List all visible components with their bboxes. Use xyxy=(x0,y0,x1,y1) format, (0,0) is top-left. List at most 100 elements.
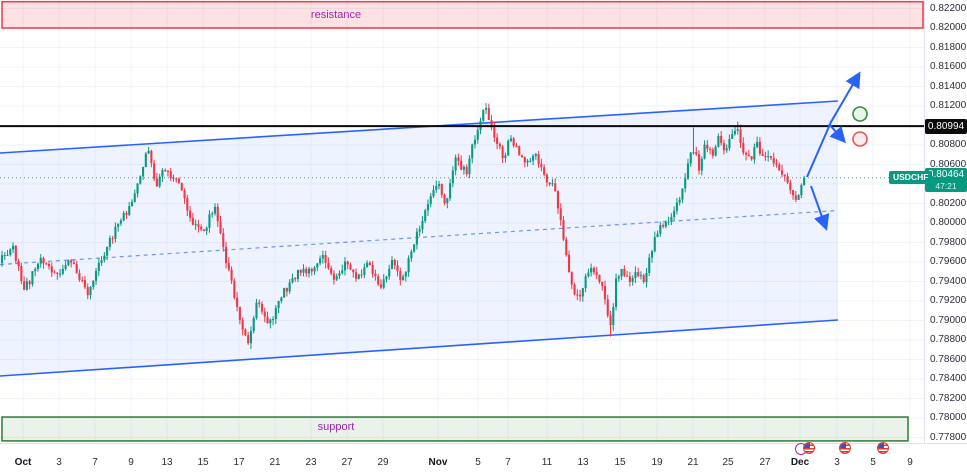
candle-body xyxy=(346,261,349,265)
candle-body xyxy=(642,275,645,283)
candle-body xyxy=(147,150,150,154)
candle-body xyxy=(244,329,247,336)
candle-body xyxy=(429,196,432,205)
candle-body xyxy=(678,199,681,203)
candle-body xyxy=(119,220,122,224)
candle-body xyxy=(581,288,584,297)
candle-body xyxy=(83,280,87,288)
candle-body xyxy=(294,278,297,280)
candle-body xyxy=(675,202,678,211)
candle-body xyxy=(25,281,28,290)
support-zone[interactable] xyxy=(1,416,909,442)
candle-body xyxy=(283,288,286,298)
time-axis-label: 17 xyxy=(233,457,245,468)
candle-body xyxy=(396,265,399,272)
candle-body xyxy=(255,302,258,319)
time-axis-label: 27 xyxy=(759,457,771,468)
candle-body xyxy=(529,160,532,162)
candle-body xyxy=(20,266,23,282)
candle-body xyxy=(191,217,194,225)
candle-body xyxy=(421,221,424,230)
ascending-channel-fill[interactable] xyxy=(0,101,838,376)
candle-body xyxy=(501,146,504,159)
candle-body xyxy=(415,231,418,245)
candle-body xyxy=(313,267,316,272)
candle-body xyxy=(554,183,557,192)
candle-body xyxy=(330,268,333,274)
time-axis-label: Oct xyxy=(14,457,32,468)
candle-body xyxy=(100,260,103,263)
candle-body xyxy=(684,178,687,189)
candle-body xyxy=(332,273,335,280)
candle-body xyxy=(89,286,92,296)
candle-body xyxy=(745,152,748,155)
channel-bottom-line[interactable] xyxy=(0,319,839,377)
candle-body xyxy=(103,255,106,261)
candle-body xyxy=(626,275,629,277)
candle-body xyxy=(609,315,612,326)
time-axis-label: 13 xyxy=(161,457,173,468)
candle-body xyxy=(628,276,631,283)
candle-body xyxy=(390,259,394,269)
time-axis-label: 29 xyxy=(377,457,389,468)
bearish-target-circle[interactable] xyxy=(852,131,868,147)
candle-body xyxy=(47,263,51,267)
candle-body xyxy=(634,272,637,278)
candle-body xyxy=(161,170,164,177)
time-axis-label: 21 xyxy=(269,457,281,468)
channel-mid-line[interactable] xyxy=(0,209,839,266)
candle-body xyxy=(335,275,338,280)
candle-body xyxy=(17,260,20,267)
candle-body xyxy=(164,170,167,172)
candle-body xyxy=(534,154,537,156)
us-flag-event-icon[interactable] xyxy=(877,442,889,454)
candle-body xyxy=(556,191,560,209)
time-axis[interactable]: Oct 3 7 9 13 15 17 21 23 27 29 Nov 5 7 11 13 15 19 21 25 27 D… xyxy=(0,444,967,473)
candle-body xyxy=(241,319,244,330)
candle-body xyxy=(767,156,770,158)
candle-body xyxy=(407,258,410,273)
candle-body xyxy=(94,270,98,281)
candle-body xyxy=(150,150,153,164)
candle-body xyxy=(249,331,252,344)
candle-body xyxy=(324,254,327,263)
candle-body xyxy=(194,224,197,226)
candle-body xyxy=(327,262,330,269)
candle-body xyxy=(296,269,300,279)
us-flag-event-icon[interactable] xyxy=(803,442,815,454)
candle-body xyxy=(280,297,283,302)
candle-body xyxy=(189,210,192,218)
time-axis-label: 5 xyxy=(475,457,481,468)
time-axis-label: 7 xyxy=(505,457,511,468)
candle-body xyxy=(717,136,720,147)
price-axis-label: 0.81600 xyxy=(930,61,967,72)
horizontal-line-price-badge[interactable]: 0.80994 xyxy=(925,119,967,134)
candle-body xyxy=(598,274,601,282)
time-axis-label: 13 xyxy=(577,457,589,468)
candle-body xyxy=(186,198,189,211)
bullish-projection-arrow[interactable] xyxy=(806,71,861,178)
rejection-down-arrow[interactable] xyxy=(828,123,846,144)
candle-body xyxy=(219,221,222,234)
bearish-projection-arrow[interactable] xyxy=(810,185,830,231)
bullish-target-circle[interactable] xyxy=(852,106,868,122)
candle-body xyxy=(6,254,9,256)
candle-body xyxy=(573,284,576,295)
candle-body xyxy=(9,249,12,255)
candle-body xyxy=(731,134,734,139)
candle-body xyxy=(449,183,452,199)
candle-body xyxy=(736,129,739,131)
us-flag-event-icon[interactable] xyxy=(839,442,851,454)
candle-body xyxy=(299,269,302,273)
candle-body xyxy=(656,233,659,238)
candle-body xyxy=(343,261,347,271)
candle-body xyxy=(61,268,64,274)
candle-body xyxy=(122,212,125,221)
candle-body xyxy=(388,268,391,277)
resistance-zone[interactable] xyxy=(1,0,924,29)
candle-body xyxy=(374,273,377,277)
price-axis[interactable]: 0.82200 0.82000 0.81800 0.81600 0.81400 0.812… xyxy=(925,0,967,443)
candle-body xyxy=(515,145,518,147)
candle-body xyxy=(709,148,712,150)
